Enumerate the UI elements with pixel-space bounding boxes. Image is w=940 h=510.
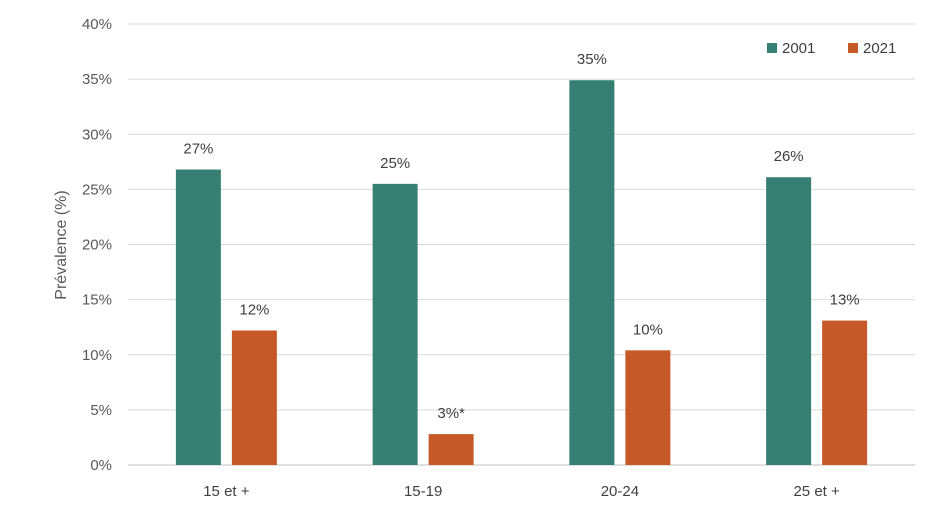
bar-2001-3 [766,177,812,465]
y-axis-title: Prévalence (%) [53,190,70,299]
bar-2001-1 [372,183,418,466]
y-tick-label: 0% [90,457,112,474]
x-tick-label: 25 et + [793,483,840,500]
data-label: 25% [380,155,410,172]
bar-2021-0 [231,330,277,465]
x-axis: 15 et + 15-19 20-24 25 et + [203,483,840,500]
bar-2001-0 [175,169,221,465]
x-tick-label: 15-19 [404,483,442,500]
x-tick-label: 20-24 [601,483,639,500]
legend-label: 2001 [782,40,815,57]
bar-2021-2 [625,350,671,465]
legend-label: 2021 [863,40,896,57]
y-tick-label: 30% [82,126,112,143]
y-tick-label: 15% [82,292,112,309]
data-label: 13% [830,292,860,309]
bar-2021-3 [822,320,868,465]
legend-swatch [767,43,777,53]
legend: 2001 2021 [767,40,896,57]
data-label: 12% [239,301,269,318]
x-tick-label: 15 et + [203,483,250,500]
data-labels: 27% 12% 25% 3%* 35% 10% 26% 13% [183,51,859,422]
data-label: 3%* [437,405,465,422]
y-tick-label: 10% [82,347,112,364]
y-tick-label: 20% [82,237,112,254]
y-tick-label: 35% [82,71,112,88]
bar-2021-1 [428,434,474,465]
data-label: 27% [183,141,213,158]
legend-swatch [848,43,858,53]
data-label: 26% [774,148,804,165]
y-tick-label: 5% [90,402,112,419]
data-label: 35% [577,51,607,68]
y-tick-label: 40% [82,16,112,33]
bar-2001-2 [569,80,615,465]
y-axis-ticks: 0% 5% 10% 15% 20% 25% 30% 35% 40% [82,16,112,474]
y-tick-label: 25% [82,181,112,198]
bars [175,80,868,466]
data-label: 10% [633,321,663,338]
